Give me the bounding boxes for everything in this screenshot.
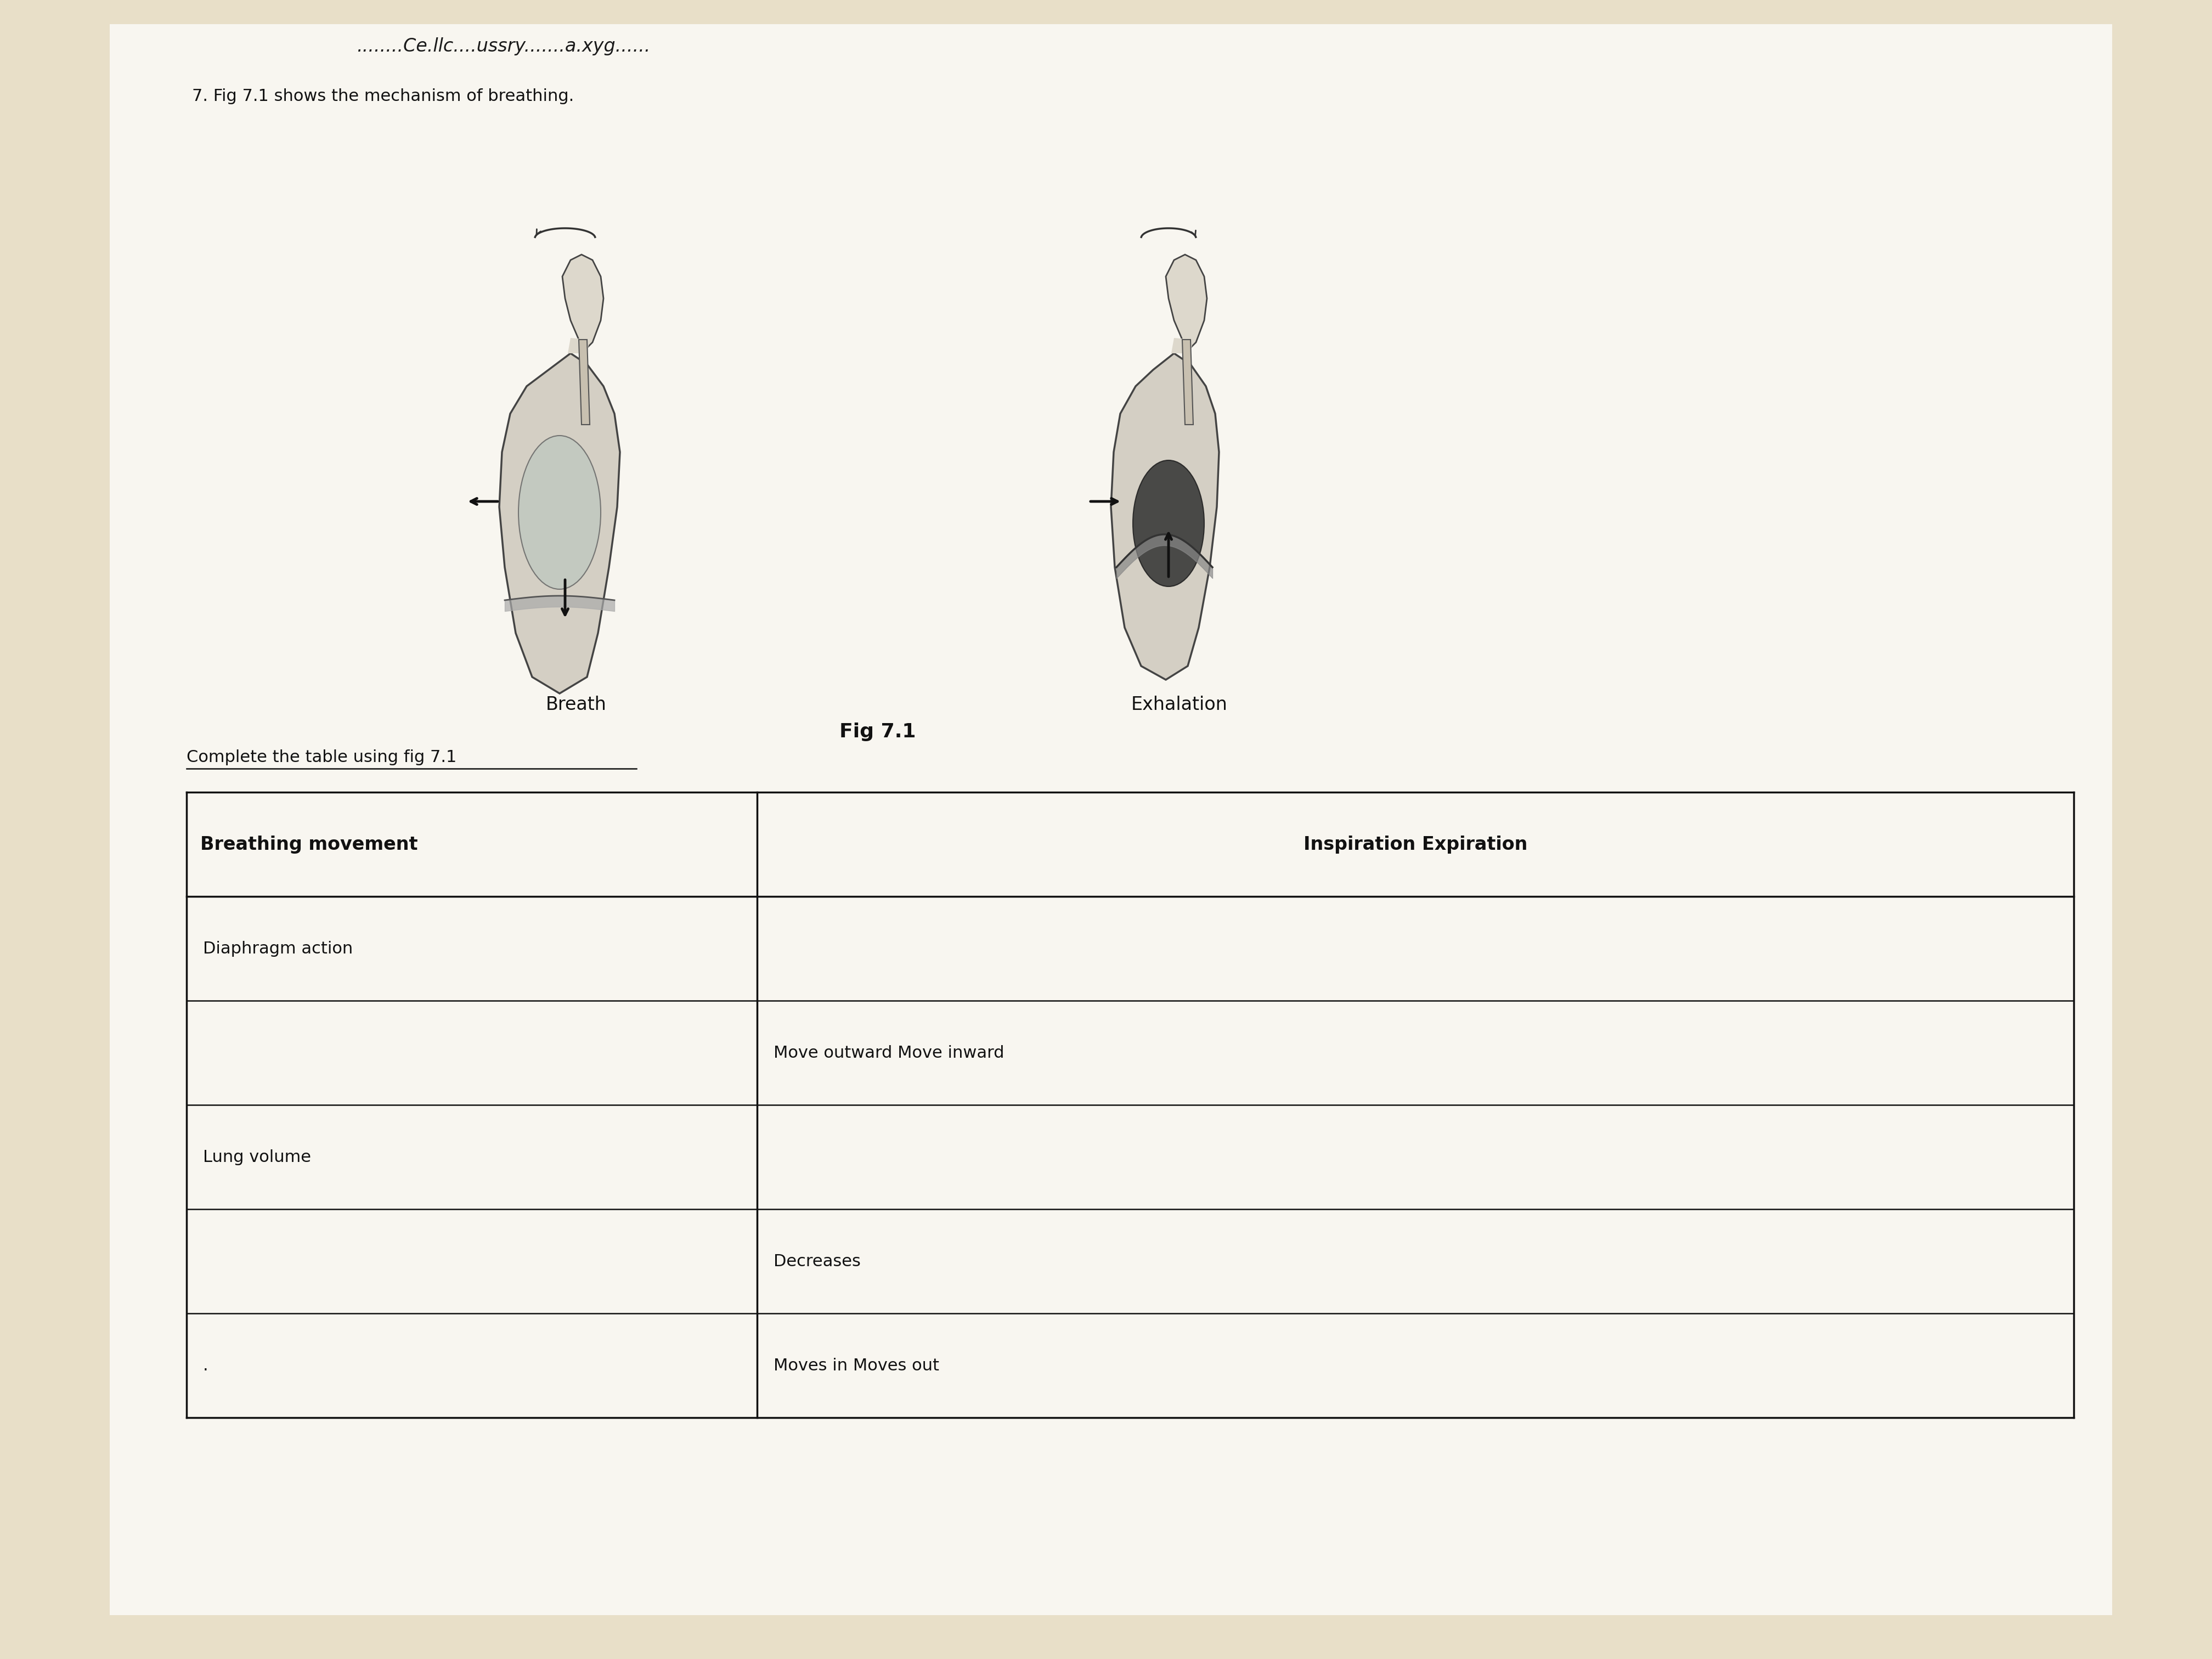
Text: 7. Fig 7.1 shows the mechanism of breathing.: 7. Fig 7.1 shows the mechanism of breath…: [192, 88, 573, 105]
Polygon shape: [580, 340, 591, 425]
Polygon shape: [500, 353, 619, 693]
Text: Lung volume: Lung volume: [204, 1150, 312, 1165]
Polygon shape: [1181, 340, 1192, 425]
Text: Move outward Move inward: Move outward Move inward: [774, 1045, 1004, 1060]
Text: ........Ce.llc....ussry.......a.xyg......: ........Ce.llc....ussry.......a.xyg.....…: [356, 36, 650, 55]
Polygon shape: [562, 254, 604, 353]
Text: Diaphragm action: Diaphragm action: [204, 941, 354, 957]
Text: Moves in Moves out: Moves in Moves out: [774, 1357, 940, 1374]
Text: Complete the table using fig 7.1: Complete the table using fig 7.1: [186, 750, 456, 765]
Polygon shape: [568, 338, 591, 353]
Ellipse shape: [518, 436, 602, 589]
Polygon shape: [1166, 254, 1208, 353]
Text: Inspiration Expiration: Inspiration Expiration: [1303, 834, 1528, 853]
Text: Breath: Breath: [546, 695, 606, 713]
Polygon shape: [1110, 353, 1219, 680]
Text: Breathing movement: Breathing movement: [201, 834, 418, 853]
FancyBboxPatch shape: [111, 25, 2112, 1616]
Text: Decreases: Decreases: [774, 1253, 860, 1269]
Text: .: .: [204, 1357, 208, 1374]
Ellipse shape: [1133, 460, 1203, 587]
Polygon shape: [1172, 338, 1192, 353]
Text: Exhalation: Exhalation: [1130, 695, 1228, 713]
Text: Fig 7.1: Fig 7.1: [841, 723, 916, 742]
